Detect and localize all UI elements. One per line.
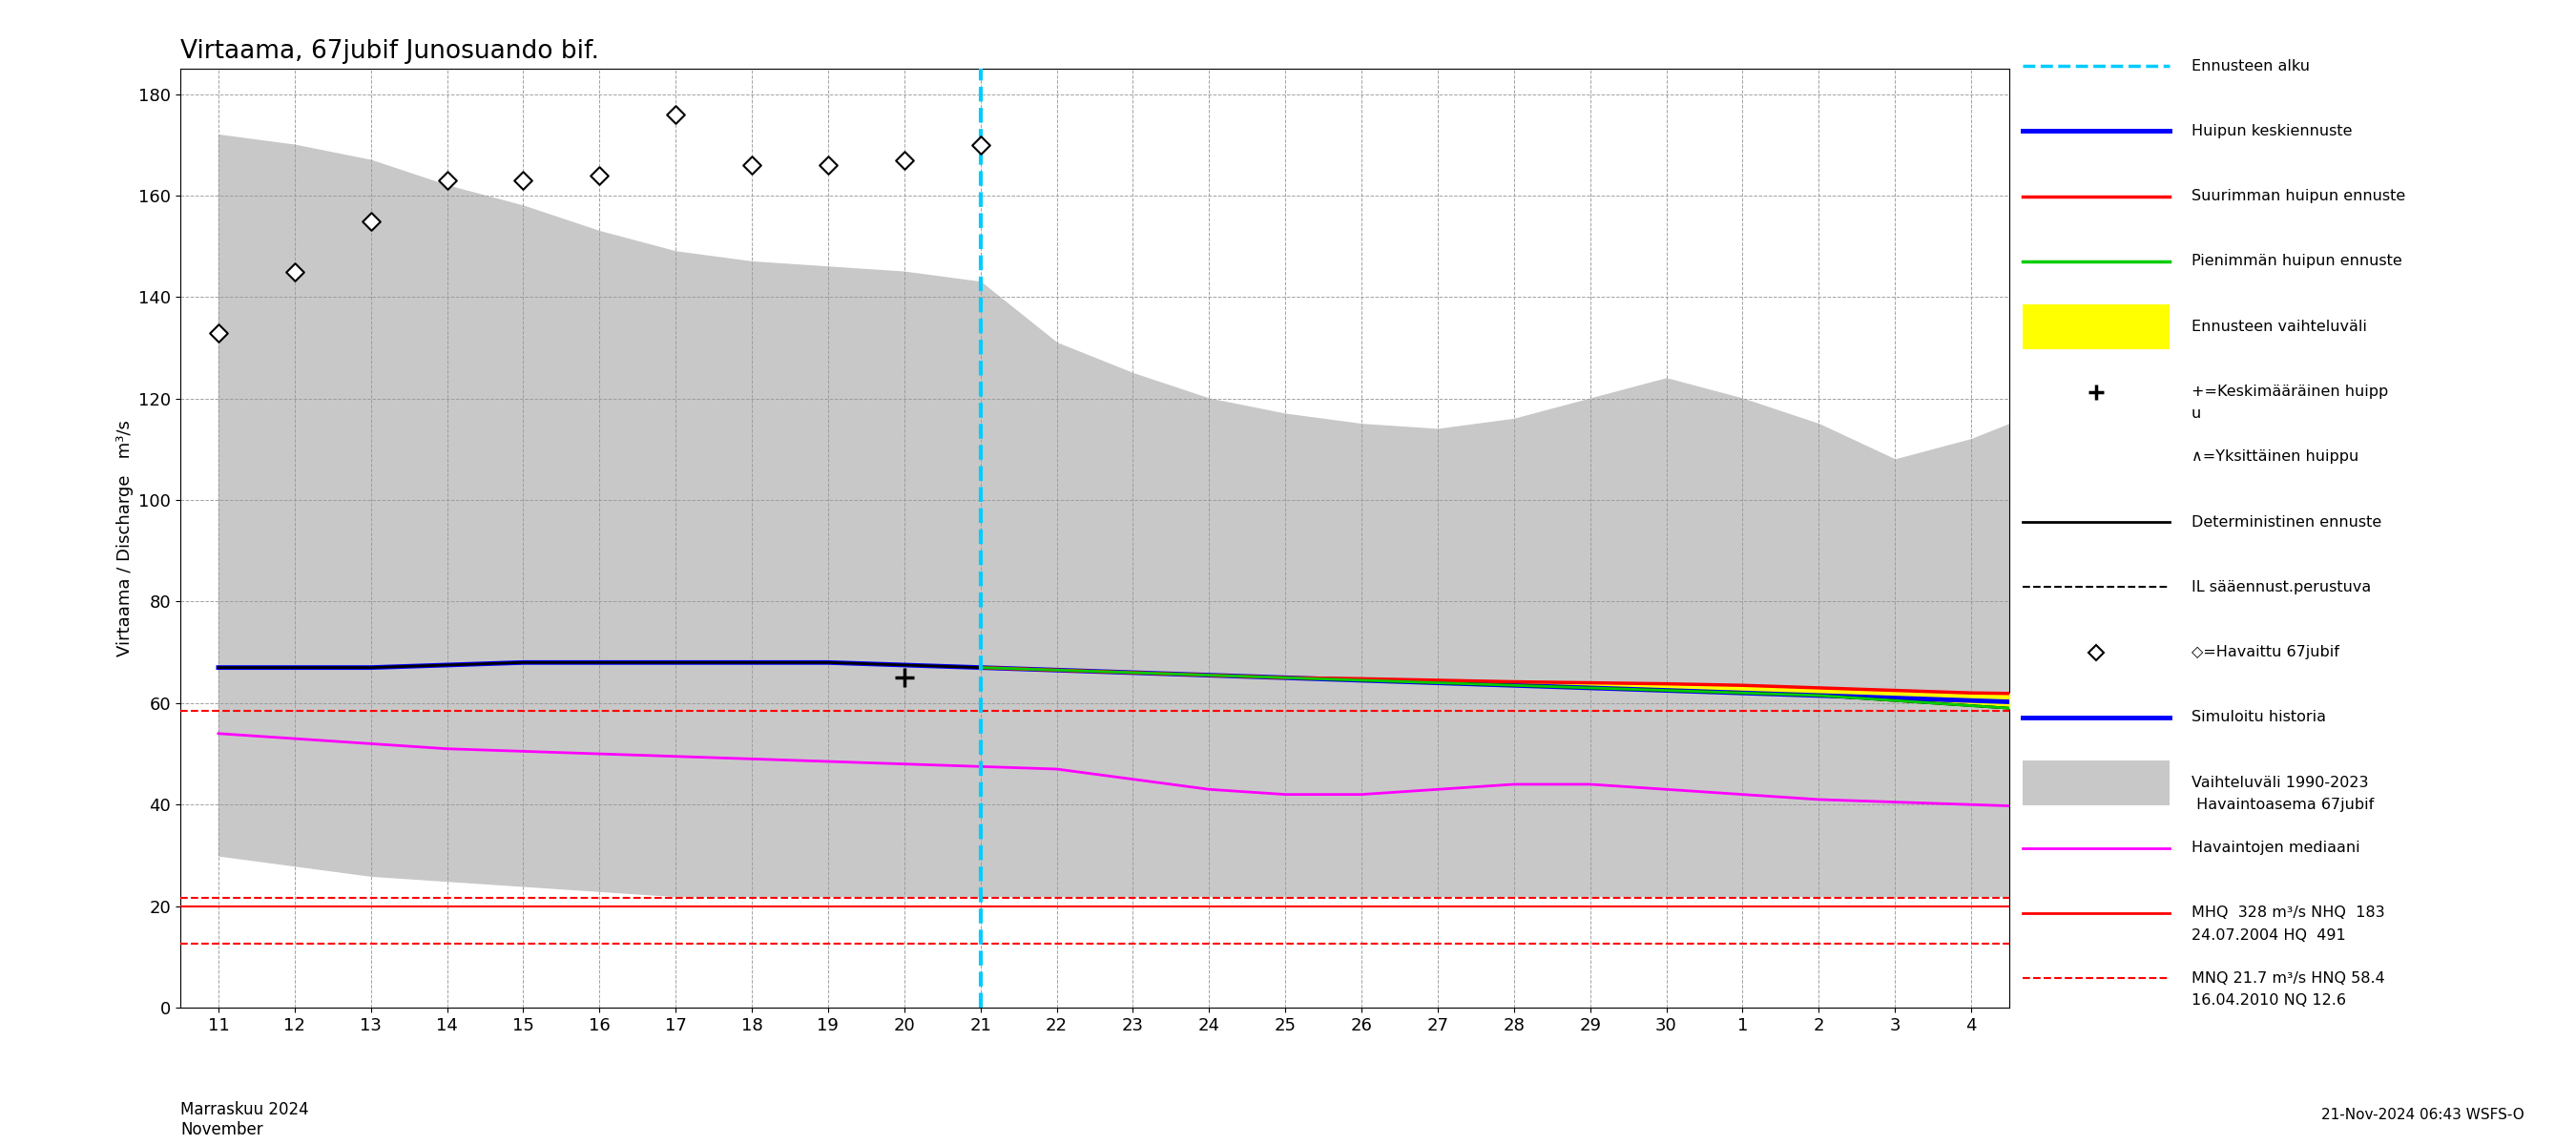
Y-axis label: Virtaama / Discharge   m³/s: Virtaama / Discharge m³/s [116,420,134,656]
Point [350,212,392,230]
Text: Havaintoasema 67jubif: Havaintoasema 67jubif [2192,798,2372,812]
Text: IL sääennust.perustuva: IL sääennust.perustuva [2192,581,2370,594]
Text: Ennusteen alku: Ennusteen alku [2192,58,2311,73]
Text: Simuloitu historia: Simuloitu historia [2192,710,2326,725]
Text: MHQ  328 m³/s NHQ  183: MHQ 328 m³/s NHQ 183 [2192,906,2385,921]
Text: ◇=Havaittu 67jubif: ◇=Havaittu 67jubif [2192,646,2339,660]
Text: Marraskuu 2024
November: Marraskuu 2024 November [180,1101,309,1138]
FancyBboxPatch shape [2022,760,2169,805]
Point [732,156,773,174]
Text: 16.04.2010 NQ 12.6: 16.04.2010 NQ 12.6 [2192,993,2347,1008]
Text: Huipun keskiennuste: Huipun keskiennuste [2192,124,2352,139]
Point [502,172,544,190]
Text: Havaintojen mediaani: Havaintojen mediaani [2192,840,2360,855]
Text: 21-Nov-2024 06:43 WSFS-O: 21-Nov-2024 06:43 WSFS-O [2321,1108,2524,1122]
FancyBboxPatch shape [2022,303,2169,349]
Point [273,262,314,281]
Text: Suurimman huipun ennuste: Suurimman huipun ennuste [2192,189,2406,204]
Text: MNQ 21.7 m³/s HNQ 58.4: MNQ 21.7 m³/s HNQ 58.4 [2192,971,2385,986]
Point [198,323,240,341]
Text: Vaihteluväli 1990-2023: Vaihteluväli 1990-2023 [2192,775,2367,790]
Text: Deterministinen ennuste: Deterministinen ennuste [2192,515,2380,529]
Point [961,135,1002,153]
Text: ∧=Yksittäinen huippu: ∧=Yksittäinen huippu [2192,450,2360,464]
Point [884,151,925,169]
Point [654,105,696,124]
Text: Ennusteen vaihteluväli: Ennusteen vaihteluväli [2192,319,2367,333]
Text: 24.07.2004 HQ  491: 24.07.2004 HQ 491 [2192,927,2347,942]
Text: +=Keskimääräinen huipp: +=Keskimääräinen huipp [2192,385,2388,398]
Text: Virtaama, 67jubif Junosuando bif.: Virtaama, 67jubif Junosuando bif. [180,39,600,64]
Point [806,156,848,174]
Point [580,166,621,184]
Text: u: u [2192,406,2200,421]
Point [428,172,469,190]
Text: Pienimmän huipun ennuste: Pienimmän huipun ennuste [2192,254,2401,269]
